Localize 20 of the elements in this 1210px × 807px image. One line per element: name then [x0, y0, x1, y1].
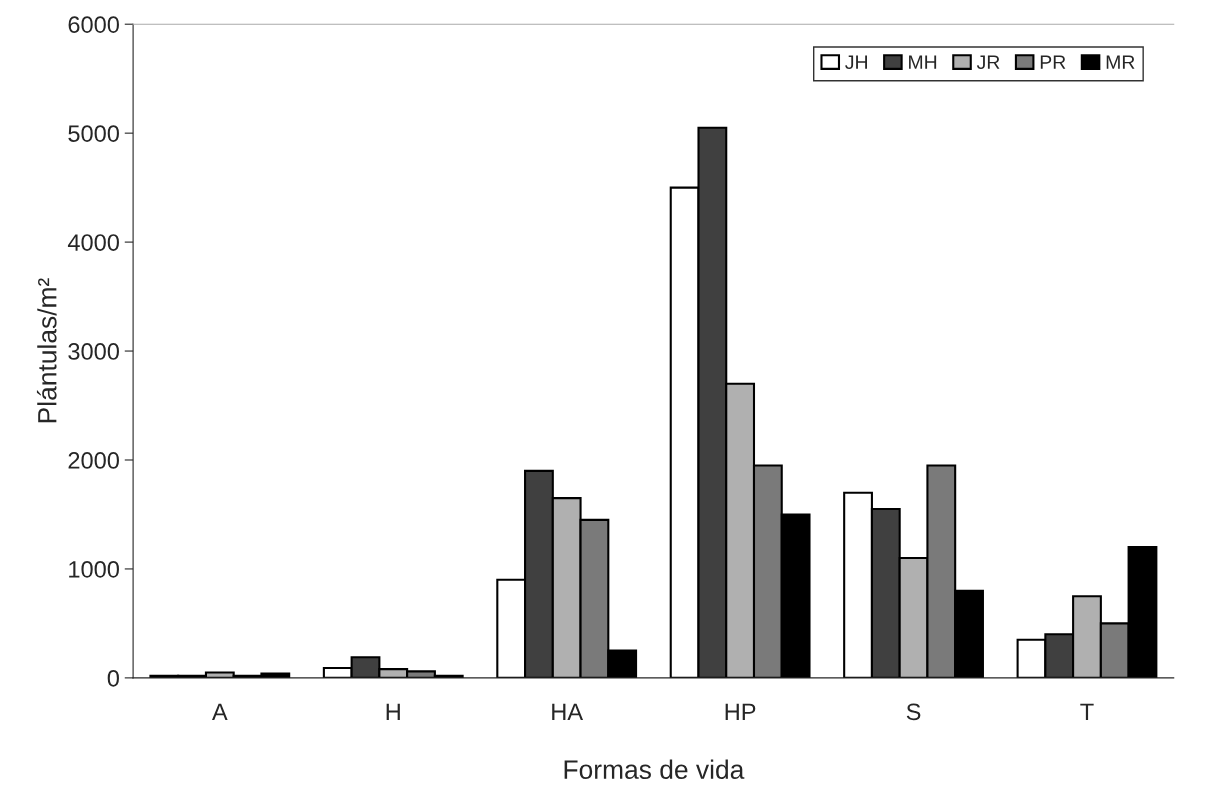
x-tick-label: HP — [725, 703, 756, 720]
x-tick-label: A — [211, 703, 228, 720]
y-axis-title: Plántulas/m² — [36, 278, 57, 423]
y-tick-label: 6000 — [68, 16, 119, 33]
x-tick-label: S — [906, 703, 921, 721]
y-tick-label: 1000 — [69, 561, 119, 578]
legend-label: PR — [1040, 55, 1066, 69]
y-tick-label: 5000 — [68, 125, 119, 142]
x-axis-title: Formas de vida — [564, 759, 745, 779]
x-tick-label: T — [1080, 703, 1094, 720]
legend-label: JH — [845, 55, 867, 70]
y-tick-label: 0 — [107, 669, 119, 687]
y-tick-label: 3000 — [68, 343, 119, 360]
x-tick-label: H — [386, 703, 400, 720]
legend-label: JR — [976, 55, 1000, 70]
y-tick-label: 2000 — [68, 452, 119, 469]
x-tick-label: HA — [552, 703, 584, 720]
legend-label: MH — [909, 55, 937, 69]
legend-label: MR — [1106, 55, 1135, 69]
y-tick-label: 4000 — [67, 234, 119, 251]
